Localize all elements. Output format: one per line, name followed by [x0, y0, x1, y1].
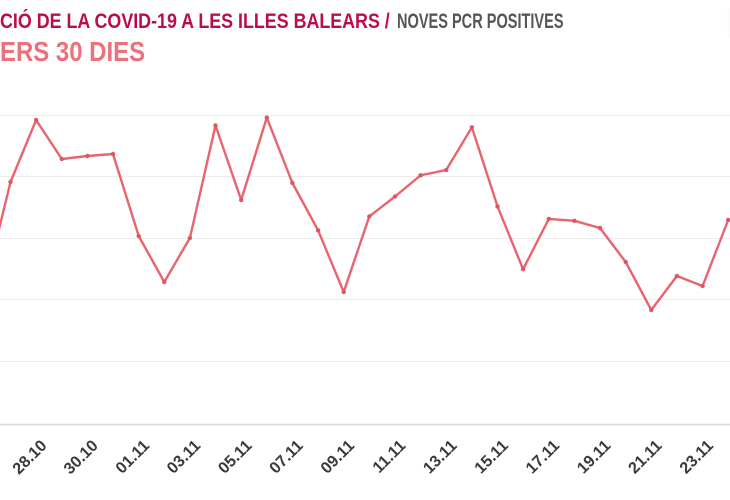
svg-text:21.11: 21.11 [625, 437, 666, 478]
svg-text:11.11: 11.11 [369, 437, 409, 477]
svg-text:19.11: 19.11 [574, 437, 615, 478]
svg-text:28.10: 28.10 [9, 437, 50, 478]
svg-text:13.11: 13.11 [420, 437, 461, 478]
svg-text:15.11: 15.11 [471, 437, 512, 478]
svg-text:03.11: 03.11 [163, 437, 204, 478]
svg-text:05.11: 05.11 [215, 437, 256, 478]
svg-text:17.11: 17.11 [522, 437, 563, 478]
svg-text:01.11: 01.11 [112, 437, 153, 478]
svg-text:30.10: 30.10 [60, 437, 101, 478]
svg-text:07.11: 07.11 [266, 437, 307, 478]
svg-text:09.11: 09.11 [317, 437, 358, 478]
svg-text:23.11: 23.11 [676, 437, 717, 478]
